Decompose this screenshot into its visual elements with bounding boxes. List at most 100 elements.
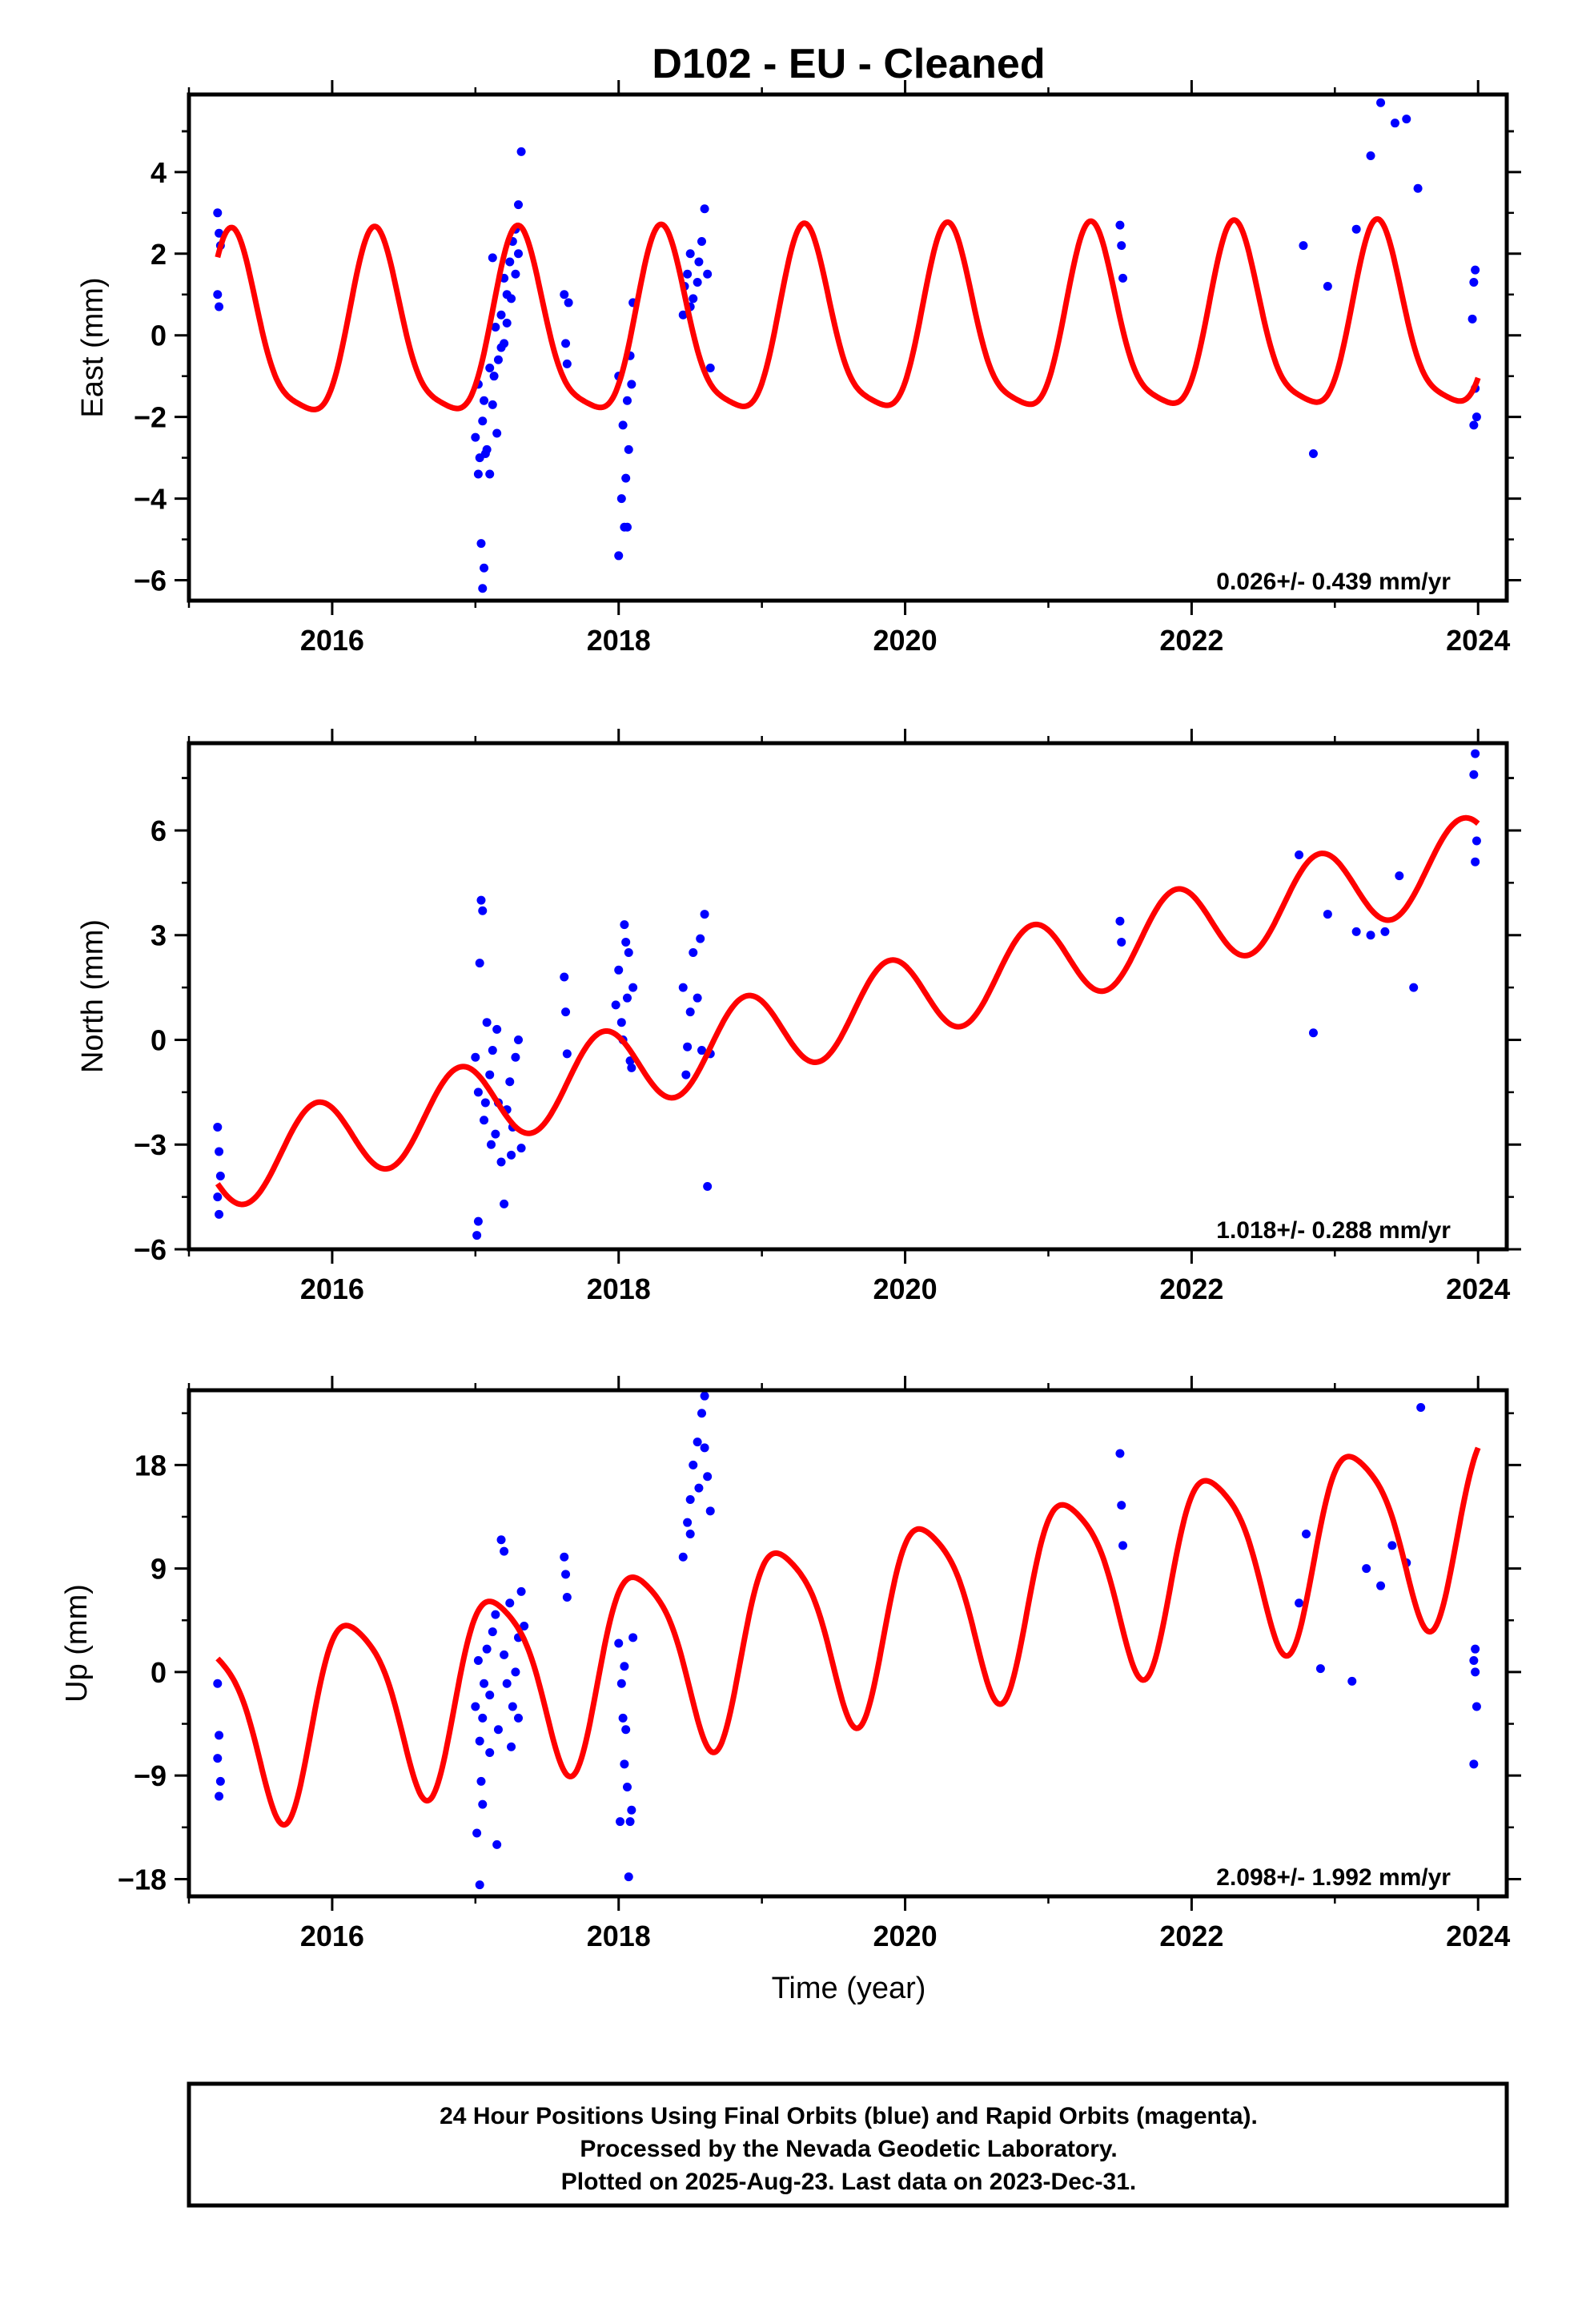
north-data-point — [697, 1046, 707, 1055]
east-data-point — [1351, 224, 1361, 234]
east-data-point — [621, 473, 631, 483]
east-data-point — [1118, 273, 1128, 283]
east-data-point — [618, 420, 628, 430]
east-data-point — [561, 339, 571, 348]
up-data-point — [1117, 1501, 1126, 1510]
up-rate-label: 2.098+/- 1.992 mm/yr — [1216, 1864, 1451, 1891]
north-data-point — [1117, 937, 1126, 947]
east-data-point — [514, 200, 523, 210]
up-data-point — [1118, 1541, 1128, 1550]
up-data-point — [215, 1776, 225, 1786]
east-data-point — [700, 204, 709, 214]
north-data-point — [1471, 857, 1480, 866]
east-data-point — [213, 208, 223, 218]
north-data-point — [516, 1144, 526, 1153]
up-data-point — [215, 1791, 224, 1801]
north-data-point — [215, 1147, 224, 1156]
north-data-point — [511, 1052, 520, 1062]
east-data-point — [476, 539, 486, 549]
north-model-curve — [215, 814, 1480, 1208]
east-plot-frame — [187, 92, 1509, 603]
up-data-point — [491, 1610, 500, 1619]
up-panel: 2016 2018 2020 2022 2024 −18 −9 0 9 18 Up (mm) 2.… — [60, 1376, 1521, 1952]
up-data-point — [476, 1776, 486, 1786]
north-data-point — [1308, 1028, 1318, 1038]
up-data-point — [621, 1725, 631, 1735]
up-y-tick-label: −9 — [134, 1759, 167, 1792]
east-data-point — [511, 269, 520, 279]
north-data-point — [488, 1046, 497, 1055]
east-data-point — [496, 310, 506, 320]
up-data-point — [213, 1754, 223, 1763]
up-data-point — [1416, 1403, 1426, 1413]
north-data-point — [611, 1000, 620, 1010]
east-data-point — [1366, 151, 1375, 160]
north-data-point — [514, 1035, 523, 1044]
east-x-tick-label: 2020 — [873, 624, 938, 657]
up-data-point — [511, 1667, 520, 1677]
up-x-tick-label: 2020 — [873, 1920, 938, 1952]
north-data-point — [480, 1098, 490, 1108]
north-data-point — [614, 965, 624, 975]
up-data-point — [685, 1494, 695, 1504]
north-data-point — [507, 1150, 516, 1160]
up-data-point — [475, 1880, 484, 1890]
up-data-point — [562, 1593, 572, 1602]
east-data-point — [505, 257, 515, 267]
east-data-point — [693, 277, 702, 287]
up-y-tick-label: 0 — [151, 1656, 167, 1689]
up-data-point — [693, 1437, 702, 1447]
up-data-point — [616, 1817, 625, 1827]
up-data-point — [614, 1638, 624, 1648]
north-data-point — [627, 1063, 636, 1072]
up-data-point — [620, 1662, 629, 1671]
east-data-point — [627, 380, 636, 389]
up-x-tick-label: 2022 — [1159, 1920, 1223, 1952]
east-data-point — [496, 343, 506, 352]
north-data-point — [215, 1171, 225, 1180]
up-data-point — [485, 1747, 495, 1757]
up-data-point — [508, 1702, 517, 1711]
up-data-point — [1347, 1676, 1357, 1686]
east-data-point — [622, 522, 632, 532]
up-data-point — [488, 1627, 497, 1637]
east-data-point — [480, 396, 489, 405]
north-data-point — [485, 1070, 495, 1080]
north-data-point — [476, 895, 486, 905]
up-data-point — [500, 1650, 509, 1659]
east-data-point — [622, 396, 632, 405]
north-data-point — [683, 1042, 693, 1051]
east-data-point — [1117, 241, 1126, 251]
north-data-point — [1323, 910, 1332, 919]
north-y-tick-label: 6 — [151, 814, 167, 847]
north-data-point — [1395, 871, 1404, 881]
north-data-point — [693, 993, 702, 1003]
east-data-point — [488, 253, 497, 263]
east-data-point — [560, 290, 569, 300]
up-data-point — [1469, 1656, 1479, 1666]
north-y-tick-label: −6 — [134, 1233, 167, 1266]
east-data-point — [1323, 282, 1332, 292]
east-data-point — [1469, 420, 1479, 430]
north-data-point — [500, 1199, 509, 1208]
up-data-point — [215, 1731, 224, 1740]
north-panel: 2016 2018 2020 2022 2024 −6 −3 0 3 6 North (mm) 1… — [76, 729, 1521, 1305]
north-data-point — [624, 948, 633, 958]
up-data-point — [478, 1713, 488, 1723]
north-data-point — [616, 1018, 626, 1027]
up-model-curve — [215, 1446, 1481, 1828]
north-data-point — [1366, 931, 1375, 940]
up-data-layer — [213, 1391, 1481, 1890]
up-data-point — [618, 1713, 628, 1723]
up-data-point — [700, 1443, 709, 1453]
figure-title: D102 - EU - Cleaned — [652, 41, 1045, 87]
north-data-point — [1295, 850, 1304, 859]
east-data-point — [694, 257, 704, 267]
east-data-point — [491, 323, 500, 332]
north-x-tick-label: 2024 — [1446, 1273, 1510, 1305]
north-data-point — [487, 1140, 496, 1149]
east-data-point — [624, 444, 633, 454]
up-data-point — [475, 1736, 484, 1746]
east-data-point — [480, 449, 490, 459]
up-data-point — [628, 1633, 638, 1642]
